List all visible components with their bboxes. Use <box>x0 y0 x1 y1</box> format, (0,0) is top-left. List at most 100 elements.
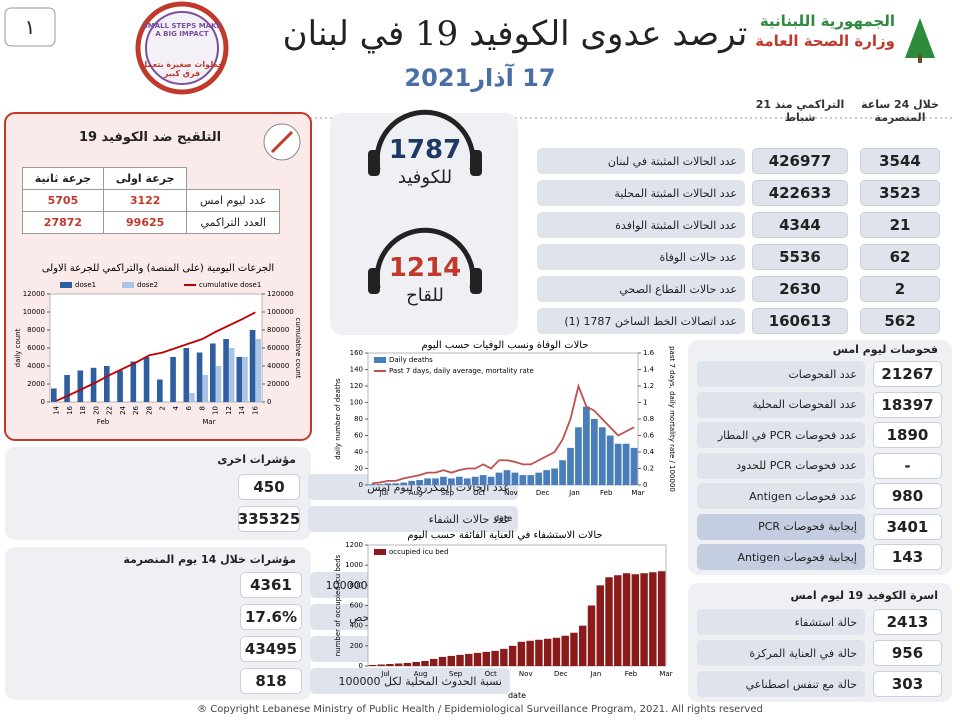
bar <box>90 367 97 402</box>
cumulative-value: 426977 <box>752 148 848 174</box>
row-value: 335325 <box>238 506 300 532</box>
bar <box>400 482 408 485</box>
row-label: عدد الفحوصات المحلية <box>697 391 865 418</box>
bar <box>448 478 455 485</box>
y-tick-label: 12000 <box>23 290 45 298</box>
bar <box>255 339 262 402</box>
table-header: جرعة اولى <box>102 167 188 190</box>
bar <box>228 348 235 402</box>
bar <box>384 483 392 485</box>
bar <box>551 468 558 485</box>
x-tick-label: Feb <box>600 489 613 497</box>
table-row: عدد ليوم امس 3122 5705 <box>22 189 280 212</box>
row-value: 4361 <box>240 572 302 598</box>
y-tick-label: 200 <box>350 642 363 650</box>
bar <box>242 357 248 402</box>
x-tick-label: Feb <box>625 670 638 678</box>
daily-value: 21 <box>860 212 940 238</box>
bar <box>465 653 473 666</box>
row-value: 980 <box>873 483 942 509</box>
bar <box>50 388 57 402</box>
bar <box>622 443 630 485</box>
bar <box>622 573 631 666</box>
bar <box>130 361 137 402</box>
bar <box>500 648 508 666</box>
bar <box>394 663 403 666</box>
x-tick-label: 10 <box>212 406 220 415</box>
daily-value: 3523 <box>860 180 940 206</box>
y-tick-label: 120 <box>350 382 363 390</box>
y2-tick-label: 120000 <box>267 290 294 298</box>
x-tick-label: Jul <box>380 670 390 678</box>
x-tick-label: 22 <box>106 406 114 415</box>
bar <box>77 370 84 402</box>
bar <box>189 393 195 402</box>
bar <box>517 641 526 666</box>
y-tick-label: 80 <box>354 415 363 423</box>
y-tick-label: 60 <box>354 432 363 440</box>
y-tick-label: 140 <box>350 366 363 374</box>
bar <box>392 483 400 485</box>
bar <box>424 478 431 485</box>
row-value: 17.6% <box>240 604 302 630</box>
y2-tick-label: 0 <box>643 481 647 489</box>
table-value: 5705 <box>22 189 104 212</box>
cumulative-value: 160613 <box>752 308 848 334</box>
legend-swatch <box>374 549 386 555</box>
ministry-line: وزارة الصحة العامة <box>755 32 895 50</box>
headset-ear <box>368 268 380 294</box>
bar <box>526 640 534 666</box>
legend-label: dose2 <box>137 281 158 289</box>
y-tick-label: 20 <box>354 465 363 473</box>
bar <box>368 664 377 666</box>
row-value: 450 <box>238 474 300 500</box>
y-tick-label: 600 <box>350 602 363 610</box>
legend-swatch <box>374 357 386 363</box>
x-tick-label: 20 <box>92 406 100 415</box>
table-label: عدد ليوم امس <box>186 189 280 212</box>
syringe <box>270 130 294 154</box>
month-label: Mar <box>202 418 215 426</box>
bar <box>432 478 439 485</box>
row-value: 818 <box>240 668 302 694</box>
y2-tick-label: 0.6 <box>643 432 655 440</box>
y2-axis-label: past 7 days, daily mortality rate / 1000… <box>668 346 676 492</box>
bar <box>209 343 216 402</box>
bar <box>170 357 176 402</box>
bar <box>559 460 566 485</box>
campaign-headline: SMALL STEPS MAKE A BIG IMPACT <box>142 22 222 38</box>
bar <box>421 660 429 666</box>
x-tick-label: Sep <box>441 489 455 497</box>
y-axis-label: daily number of deaths <box>334 378 342 460</box>
row-label: إيجابية فحوصات PCR <box>697 513 865 540</box>
column-header: التراكمي منذ 21 شباط <box>755 98 845 124</box>
row-value: 956 <box>873 640 942 666</box>
row-label: عدد الحالات المثبتة في لبنان <box>537 148 745 174</box>
x-tick-label: Mar <box>631 489 644 497</box>
bar <box>503 470 511 485</box>
y2-tick-label: 0.4 <box>643 448 655 456</box>
headset-ear <box>368 150 380 176</box>
bar <box>447 655 455 666</box>
bar <box>463 478 471 485</box>
bar <box>495 472 503 485</box>
table-row: جرعة اولى جرعة ثانية <box>22 167 280 190</box>
x-tick-label: Jul <box>379 489 389 497</box>
bar <box>403 662 412 666</box>
x-tick-label: 14 <box>238 405 246 414</box>
daily-value: 62 <box>860 244 940 270</box>
panel-title: مؤشرات خلال 14 يوم المنصرمة <box>123 553 296 566</box>
bar <box>430 658 438 666</box>
headset <box>374 227 476 289</box>
row-label: نسبة الحدوث المحلية لكل 100000 <box>310 668 510 694</box>
y-tick-label: 0 <box>41 398 45 406</box>
bar <box>456 654 464 666</box>
title: ترصد عدوى الكوفيد 19 في لبنان <box>282 14 748 54</box>
table-value: 99625 <box>102 211 188 234</box>
bar <box>368 484 376 485</box>
y-tick-label: 1000 <box>345 561 363 569</box>
bar <box>575 427 582 485</box>
bar <box>223 339 229 402</box>
x-tick-label: Mar <box>659 670 672 678</box>
row-label: عدد الفحوصات <box>697 361 865 387</box>
